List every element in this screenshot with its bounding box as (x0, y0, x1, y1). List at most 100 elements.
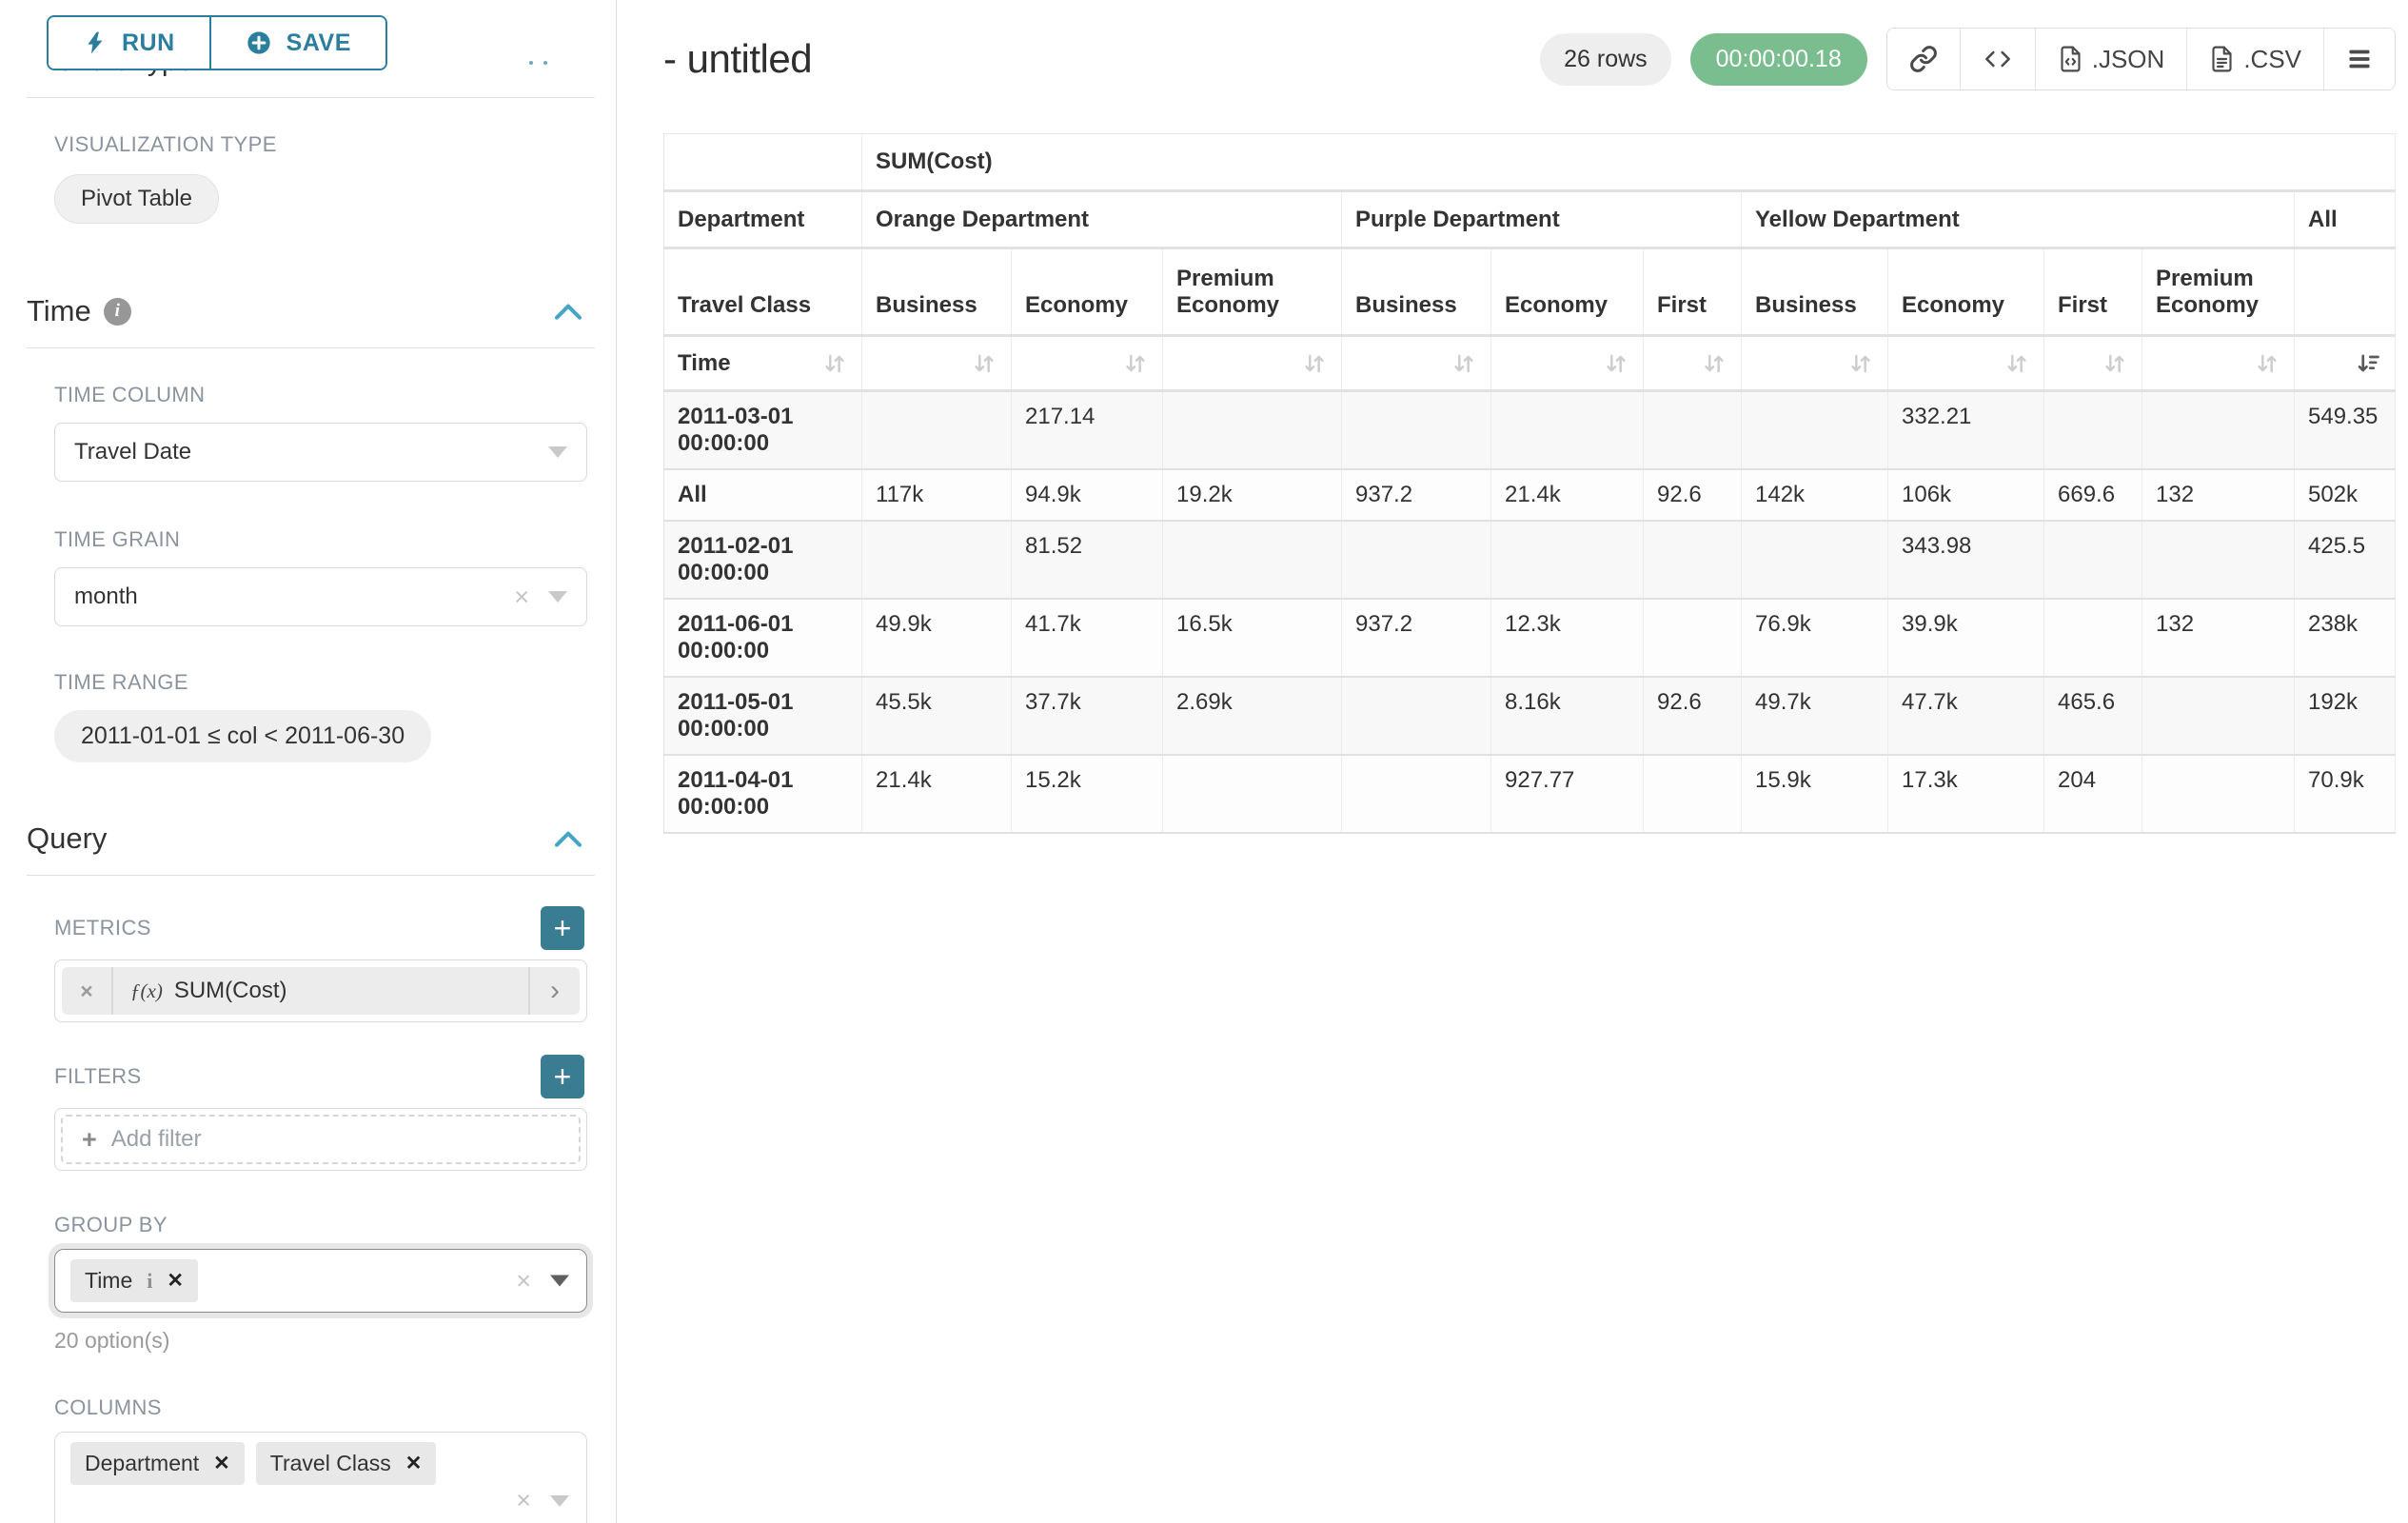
sort-icon[interactable] (1603, 350, 1629, 377)
pivot-value-cell: 47.7k (1887, 677, 2044, 756)
sort-icon[interactable] (2102, 350, 2128, 377)
view-query-button[interactable] (1959, 29, 2035, 89)
copy-link-button[interactable] (1886, 29, 1960, 89)
dimension-tag-label: Time (85, 1268, 133, 1293)
visualization-type-pill[interactable]: Pivot Table (54, 174, 219, 224)
run-button[interactable]: RUN (49, 17, 209, 69)
pivot-value-cell (1341, 755, 1491, 834)
clear-icon[interactable]: × (516, 1266, 531, 1295)
chevron-right-icon[interactable]: › (528, 967, 580, 1015)
add-filter-button[interactable]: + Add filter (61, 1115, 581, 1164)
dimension-tag[interactable]: Time i ✕ (70, 1259, 198, 1302)
code-icon (1983, 46, 2013, 72)
pivot-table: SUM(Cost) Department Orange Department Purp… (663, 133, 2397, 834)
sort-icon[interactable] (1122, 350, 1149, 377)
pivot-value-cell: 142k (1741, 469, 1888, 522)
pivot-value-cell (1643, 521, 1742, 600)
pivot-group-header: Purple Department (1341, 190, 1742, 249)
dimension-tag[interactable]: Department ✕ (70, 1442, 245, 1485)
pivot-value-cell (1741, 390, 1888, 470)
save-button[interactable]: SAVE (208, 17, 385, 69)
plus-icon: + (82, 1124, 97, 1154)
metric-pill[interactable]: × ƒ(x) SUM(Cost) › (62, 967, 580, 1015)
lightning-bolt-icon (83, 30, 108, 55)
sort-icon[interactable] (2254, 350, 2280, 377)
pivot-metric-row: SUM(Cost) (663, 133, 2397, 192)
sort-icon[interactable] (2003, 350, 2030, 377)
chevron-up-icon[interactable] (553, 828, 583, 849)
add-metric-button[interactable]: + (541, 906, 584, 950)
pivot-sort-cell (861, 335, 1012, 392)
group-by-select[interactable]: Time i ✕ × (54, 1249, 587, 1313)
sort-desc-icon[interactable] (2355, 350, 2381, 377)
row-count-badge: 26 rows (1540, 32, 1671, 86)
pivot-value-cell (861, 390, 1012, 470)
time-section-title: Time i (27, 294, 131, 328)
pivot-value-cell (1490, 521, 1644, 600)
time-column-select[interactable]: Travel Date (54, 423, 587, 482)
chevron-down-icon[interactable] (550, 1275, 569, 1287)
pivot-value-cell (2043, 521, 2142, 600)
export-csv-button[interactable]: .CSV (2186, 29, 2323, 89)
sort-icon[interactable] (1451, 350, 1477, 377)
columns-select[interactable]: Department ✕ Travel Class ✕ × (54, 1432, 587, 1523)
pivot-corner-cell (663, 133, 862, 192)
pivot-value-cell (1643, 390, 1742, 470)
chevron-down-icon[interactable] (550, 1494, 569, 1507)
time-grain-select[interactable]: month × (54, 567, 587, 626)
sort-icon[interactable] (821, 350, 848, 377)
divider (27, 875, 595, 876)
pivot-subcolumn-header: Business (1341, 247, 1491, 337)
pivot-value-cell: 106k (1887, 469, 2044, 522)
time-column-value: Travel Date (74, 439, 192, 465)
chart-header: - untitled 26 rows 00:00:00.18 .JSON (663, 23, 2396, 95)
pivot-data-row: 2011-03-01 00:00:00 217.14 332.21 549.35 (663, 390, 2397, 470)
pivot-value-cell (1741, 521, 1888, 600)
columns-label: COLUMNS (54, 1395, 162, 1419)
remove-tag-icon[interactable]: ✕ (405, 1453, 423, 1474)
clear-icon[interactable]: × (514, 582, 529, 611)
pivot-sort-cell (2043, 335, 2142, 392)
add-filter-plus-button[interactable]: + (541, 1055, 584, 1098)
export-json-button[interactable]: .JSON (2034, 29, 2187, 89)
pivot-group-header: Orange Department (861, 190, 1342, 249)
remove-tag-icon[interactable]: ✕ (167, 1270, 184, 1292)
filters-label: FILTERS (54, 1064, 142, 1088)
pivot-value-cell: 192k (2294, 677, 2397, 756)
pivot-sort-cell (1643, 335, 1742, 392)
sort-icon[interactable] (1301, 350, 1328, 377)
pivot-table-container: SUM(Cost) Department Orange Department Purp… (663, 133, 2408, 834)
group-by-label: GROUP BY (54, 1213, 168, 1236)
pivot-value-cell (1162, 521, 1342, 600)
sort-icon[interactable] (1701, 350, 1727, 377)
menu-button[interactable] (2323, 29, 2395, 89)
remove-metric-icon[interactable]: × (62, 967, 113, 1015)
time-range-pill[interactable]: 2011-01-01 ≤ col < 2011-06-30 (54, 710, 432, 762)
query-section-header: Query (27, 821, 583, 856)
pivot-value-cell: 669.6 (2043, 469, 2142, 522)
sort-icon[interactable] (1847, 350, 1874, 377)
pivot-value-cell: 37.7k (1011, 677, 1163, 756)
export-csv-label: .CSV (2243, 44, 2301, 73)
clear-icon[interactable]: × (516, 1486, 531, 1514)
pivot-value-cell (2142, 677, 2295, 756)
dimension-tag-label: Department (85, 1451, 200, 1475)
remove-tag-icon[interactable]: ✕ (213, 1453, 230, 1474)
pivot-data-row: 2011-04-01 00:00:00 21.4k 15.2k 927.77 15.9k… (663, 755, 2397, 834)
pivot-subcolumns-dimension-label: Travel Class (663, 247, 862, 337)
info-icon[interactable]: i (103, 297, 131, 326)
export-toolbar: .JSON .CSV (1885, 28, 2396, 90)
pivot-value-cell (2142, 755, 2295, 834)
chart-title[interactable]: - untitled (663, 36, 813, 81)
pivot-data-row: 2011-02-01 00:00:00 81.52 343.98 425.5 (663, 521, 2397, 600)
chevron-up-icon[interactable] (553, 301, 583, 322)
pivot-subcolumn-header: First (2043, 247, 2142, 337)
pivot-value-cell: 238k (2294, 599, 2397, 678)
sort-icon[interactable] (971, 350, 997, 377)
save-button-label: SAVE (286, 29, 351, 56)
rows-dimension-label: Time (678, 349, 731, 376)
pivot-value-cell: 502k (2294, 469, 2397, 522)
pivot-value-cell (1643, 755, 1742, 834)
dimension-tag[interactable]: Travel Class ✕ (255, 1442, 437, 1485)
time-section-header: Time i (27, 294, 583, 328)
